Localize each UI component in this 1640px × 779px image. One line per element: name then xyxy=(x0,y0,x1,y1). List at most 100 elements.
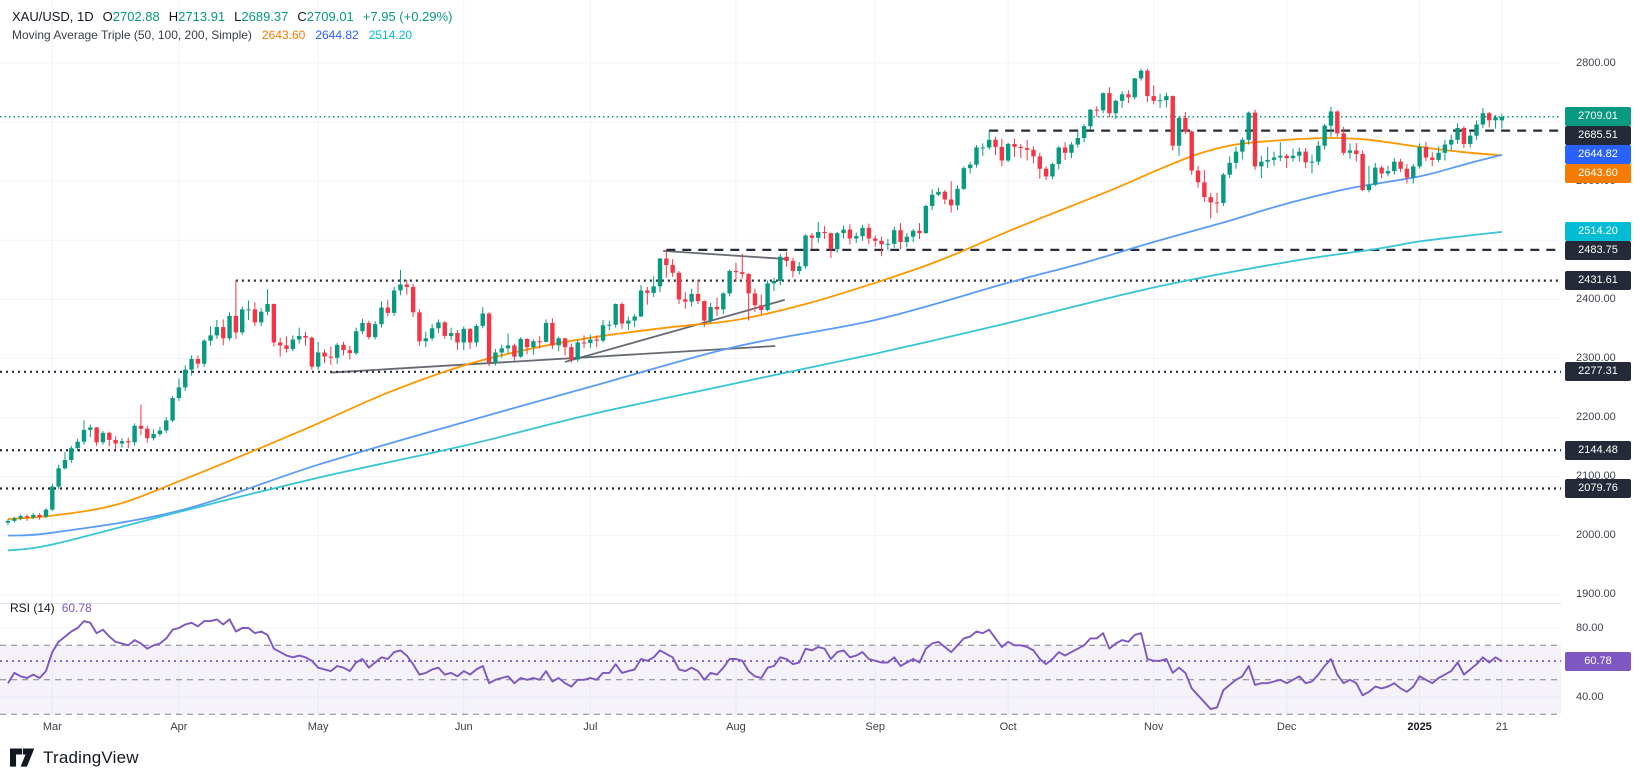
time-axis-label: Jun xyxy=(454,721,473,733)
pane-separator[interactable] xyxy=(0,603,1640,604)
rsi-indicator-name[interactable]: RSI (14) xyxy=(10,601,55,615)
candle xyxy=(626,320,631,324)
candle xyxy=(164,420,169,431)
candle xyxy=(752,293,758,306)
candle xyxy=(543,322,549,342)
time-scale[interactable]: Mar Apr May Jun Jul Aug Sep Oct Nov Dec 2025 21 xyxy=(0,716,1640,738)
candle xyxy=(24,516,30,518)
candle xyxy=(1449,139,1454,145)
tradingview-brand-link[interactable]: TradingView xyxy=(10,748,139,768)
candle xyxy=(328,356,334,358)
candle xyxy=(170,397,175,421)
candle xyxy=(1024,148,1030,150)
candle xyxy=(1164,96,1169,101)
candle xyxy=(81,429,87,442)
time-axis-label: Jul xyxy=(583,721,598,733)
candle xyxy=(993,139,998,147)
price-scale[interactable]: 2800.002600.002400.002300.002200.002100.… xyxy=(1561,0,1640,738)
ohlc-values: O2702.88 H2713.91 L2689.37 C2709.01 xyxy=(94,9,354,24)
indicator-legend-row[interactable]: Moving Average Triple (50, 100, 200, Sim… xyxy=(12,26,452,45)
candle xyxy=(398,284,403,291)
candle xyxy=(322,352,327,357)
candle xyxy=(1284,155,1289,159)
candle xyxy=(132,425,137,443)
candle xyxy=(43,509,49,517)
candle xyxy=(733,270,739,273)
candle xyxy=(816,231,821,238)
candle xyxy=(524,338,530,348)
candle xyxy=(879,240,884,245)
candle xyxy=(1214,202,1220,204)
candle xyxy=(803,235,808,267)
candle xyxy=(531,341,536,348)
candle xyxy=(366,322,372,338)
candle xyxy=(955,188,960,206)
candle xyxy=(910,230,916,237)
candle xyxy=(18,516,23,519)
candle xyxy=(562,338,568,348)
candle xyxy=(1417,146,1422,167)
candle xyxy=(885,243,891,245)
trendline[interactable] xyxy=(663,249,788,261)
candle xyxy=(145,428,150,439)
candle xyxy=(512,345,517,357)
candle xyxy=(765,283,770,310)
candle xyxy=(1189,131,1194,171)
candle xyxy=(176,387,182,398)
candle xyxy=(189,358,194,370)
price-badge: 2144.48 xyxy=(1565,440,1631,460)
candle xyxy=(493,352,498,363)
candle xyxy=(1138,70,1144,79)
candle xyxy=(353,331,359,354)
candle xyxy=(1360,153,1365,191)
price-badge: 2277.31 xyxy=(1565,362,1631,382)
candle xyxy=(1081,126,1087,139)
candle xyxy=(1176,117,1182,146)
indicator-name[interactable]: Moving Average Triple (50, 100, 200, Sim… xyxy=(12,28,252,42)
candle xyxy=(436,322,441,329)
candle xyxy=(948,199,954,206)
candle xyxy=(537,341,542,343)
symbol-legend-row[interactable]: XAU/USD, 1D O2702.88 H2713.91 L2689.37 C2709… xyxy=(12,7,452,26)
candle xyxy=(246,309,251,311)
candle xyxy=(809,235,815,238)
time-axis-label: Aug xyxy=(726,721,746,733)
candle xyxy=(486,313,492,363)
ohlc-key: O xyxy=(102,9,113,24)
candle xyxy=(448,332,454,336)
candle xyxy=(575,342,580,360)
symbol-title[interactable]: XAU/USD, 1D xyxy=(12,9,94,24)
candle xyxy=(391,290,397,313)
candle xyxy=(1208,197,1213,203)
trendline[interactable] xyxy=(330,345,776,374)
candle xyxy=(866,227,872,239)
rsi-axis-label: 80.00 xyxy=(1576,621,1604,634)
rsi-axis-label: 40.00 xyxy=(1576,690,1604,703)
candle xyxy=(1240,139,1245,152)
footer: TradingView xyxy=(0,738,1640,779)
rsi-legend-row[interactable]: RSI (14) 60.78 xyxy=(10,600,92,616)
candle xyxy=(1354,150,1359,154)
price-axis-label: 2000.00 xyxy=(1576,529,1616,542)
candle xyxy=(1442,144,1448,153)
candle xyxy=(1227,162,1232,175)
candle xyxy=(683,299,688,302)
price-change: +7.95 (+0.29%) xyxy=(362,9,453,24)
candle xyxy=(759,305,764,310)
chart-canvas[interactable] xyxy=(0,0,1640,738)
candle xyxy=(202,340,207,364)
candle xyxy=(1316,145,1321,162)
candle xyxy=(240,309,245,333)
price-badge: 2644.82 xyxy=(1565,145,1631,165)
price-badge: 2514.20 xyxy=(1565,222,1631,242)
candle xyxy=(50,486,55,510)
brand-name: TradingView xyxy=(43,748,139,767)
ohlc-value: 2709.01 xyxy=(306,9,354,24)
trendline[interactable] xyxy=(564,299,785,363)
candle xyxy=(607,324,612,326)
candle xyxy=(410,286,416,313)
candle xyxy=(1221,174,1226,204)
candle xyxy=(1487,113,1492,121)
candle xyxy=(588,339,593,344)
